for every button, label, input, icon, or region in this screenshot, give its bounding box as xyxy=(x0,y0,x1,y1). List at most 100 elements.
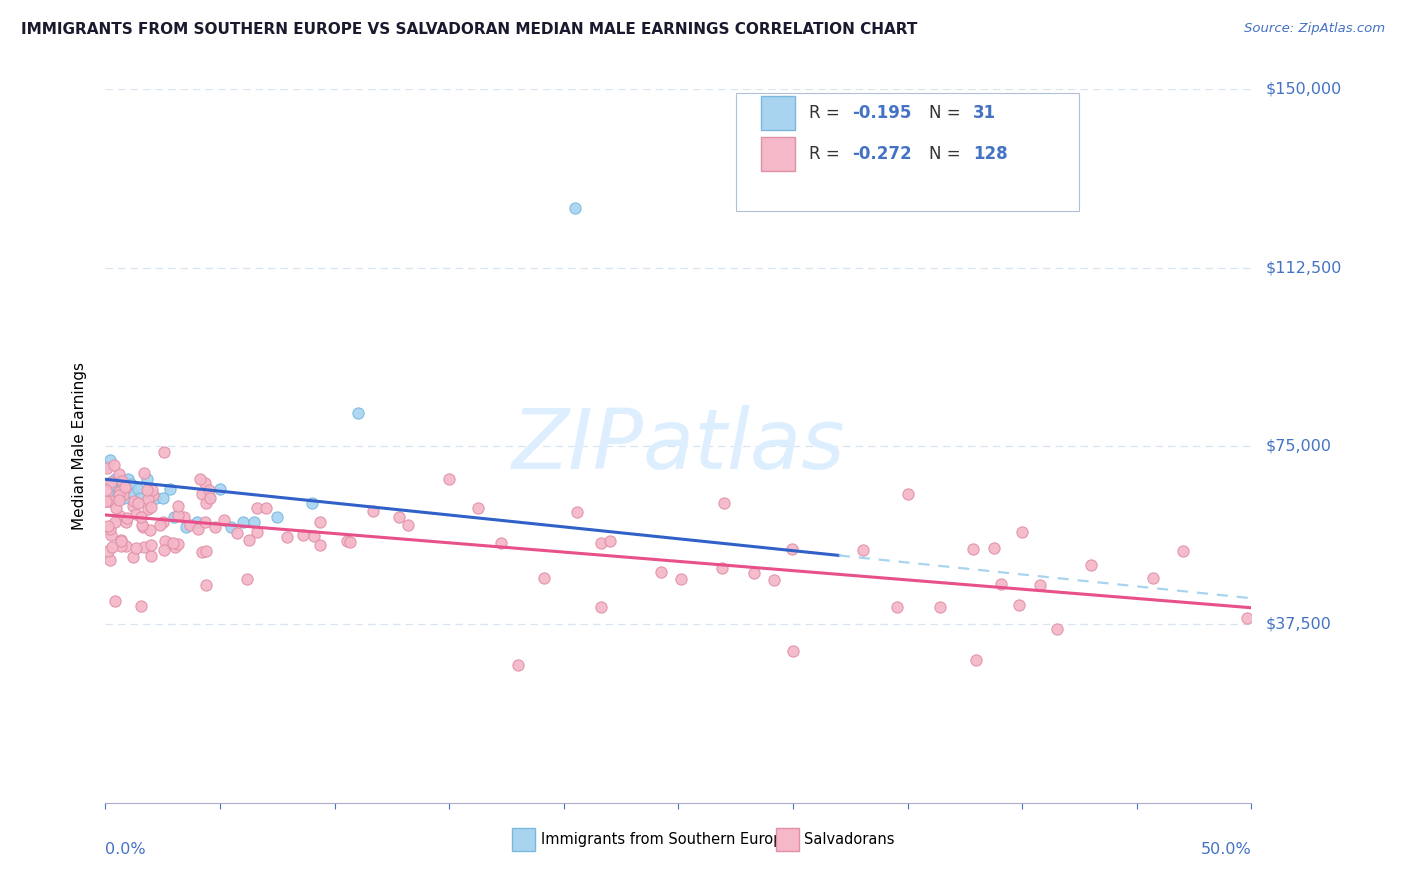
Point xyxy=(115,511,138,525)
Point xyxy=(186,515,208,529)
Point xyxy=(110,482,132,496)
Point xyxy=(236,572,259,586)
Text: 0.0%: 0.0% xyxy=(105,842,146,857)
Point xyxy=(965,653,987,667)
Point xyxy=(135,472,157,486)
Point xyxy=(121,499,143,513)
FancyBboxPatch shape xyxy=(761,137,796,171)
Point xyxy=(111,488,134,502)
Point xyxy=(650,565,672,579)
Point xyxy=(301,496,323,510)
Point xyxy=(124,494,146,508)
Point xyxy=(94,458,117,472)
Point xyxy=(710,561,733,575)
Text: 128: 128 xyxy=(973,145,1008,163)
Point xyxy=(139,500,162,514)
Point xyxy=(96,461,118,475)
Point xyxy=(107,492,129,507)
Point xyxy=(197,483,219,498)
Text: $75,000: $75,000 xyxy=(1265,439,1331,453)
Point xyxy=(361,504,384,518)
Point xyxy=(128,491,150,506)
Text: N =: N = xyxy=(929,103,966,121)
Point xyxy=(114,539,136,553)
Point xyxy=(388,510,411,524)
Point xyxy=(194,577,217,591)
Point xyxy=(246,524,269,539)
Point xyxy=(506,657,529,672)
Point xyxy=(162,536,184,550)
Point xyxy=(304,529,326,543)
Text: N =: N = xyxy=(929,145,966,163)
Point xyxy=(131,509,153,524)
Point xyxy=(136,483,159,498)
Point xyxy=(104,516,127,530)
Text: IMMIGRANTS FROM SOUTHERN EUROPE VS SALVADORAN MEDIAN MALE EARNINGS CORRELATION C: IMMIGRANTS FROM SOUTHERN EUROPE VS SALVA… xyxy=(21,22,918,37)
Point xyxy=(852,543,875,558)
Point xyxy=(132,466,155,480)
Text: Source: ZipAtlas.com: Source: ZipAtlas.com xyxy=(1244,22,1385,36)
Point xyxy=(103,458,125,473)
Point xyxy=(94,494,117,508)
Point xyxy=(491,536,513,550)
Point xyxy=(762,574,785,588)
Point xyxy=(194,475,217,490)
Point xyxy=(190,545,212,559)
Point xyxy=(254,500,277,515)
Point xyxy=(191,487,214,501)
Point xyxy=(104,501,127,516)
Point xyxy=(339,535,361,549)
Point xyxy=(204,520,226,534)
Point xyxy=(246,500,269,515)
Point xyxy=(110,539,132,553)
Point xyxy=(136,501,159,516)
Point xyxy=(990,577,1012,591)
Text: $37,500: $37,500 xyxy=(1265,617,1331,632)
Point xyxy=(166,508,188,522)
Text: 50.0%: 50.0% xyxy=(1201,842,1251,857)
Point xyxy=(115,515,138,529)
Point xyxy=(187,522,209,536)
Point xyxy=(104,472,127,486)
Point xyxy=(1045,623,1067,637)
Point xyxy=(112,491,135,506)
Point xyxy=(117,472,139,486)
Point xyxy=(131,599,153,613)
Text: 31: 31 xyxy=(973,103,995,121)
Point xyxy=(115,482,138,496)
Point xyxy=(110,533,132,548)
Point xyxy=(152,491,174,506)
Point xyxy=(276,530,298,544)
Point xyxy=(111,474,134,488)
Text: Salvadorans: Salvadorans xyxy=(804,832,896,847)
Point xyxy=(174,520,197,534)
Point xyxy=(533,571,555,585)
Point xyxy=(194,543,217,558)
Point xyxy=(179,518,201,533)
Point xyxy=(107,488,129,502)
Point xyxy=(208,482,231,496)
Point xyxy=(100,475,122,490)
Point xyxy=(139,523,162,537)
Point xyxy=(225,525,247,540)
Point xyxy=(114,481,136,495)
Point xyxy=(122,486,145,500)
Point xyxy=(141,483,163,497)
Point xyxy=(131,518,153,533)
Point xyxy=(309,515,332,529)
Point xyxy=(108,485,131,500)
Point xyxy=(108,467,131,482)
Point xyxy=(94,494,117,508)
Point xyxy=(120,477,142,491)
FancyBboxPatch shape xyxy=(512,829,536,851)
Point xyxy=(198,491,221,505)
Point xyxy=(98,453,121,467)
Point xyxy=(1080,558,1102,572)
Point xyxy=(97,543,120,558)
Point xyxy=(105,486,128,500)
Text: $112,500: $112,500 xyxy=(1265,260,1341,275)
Point xyxy=(97,518,120,533)
Point xyxy=(153,533,176,548)
Point xyxy=(136,492,159,507)
Point xyxy=(127,482,149,496)
